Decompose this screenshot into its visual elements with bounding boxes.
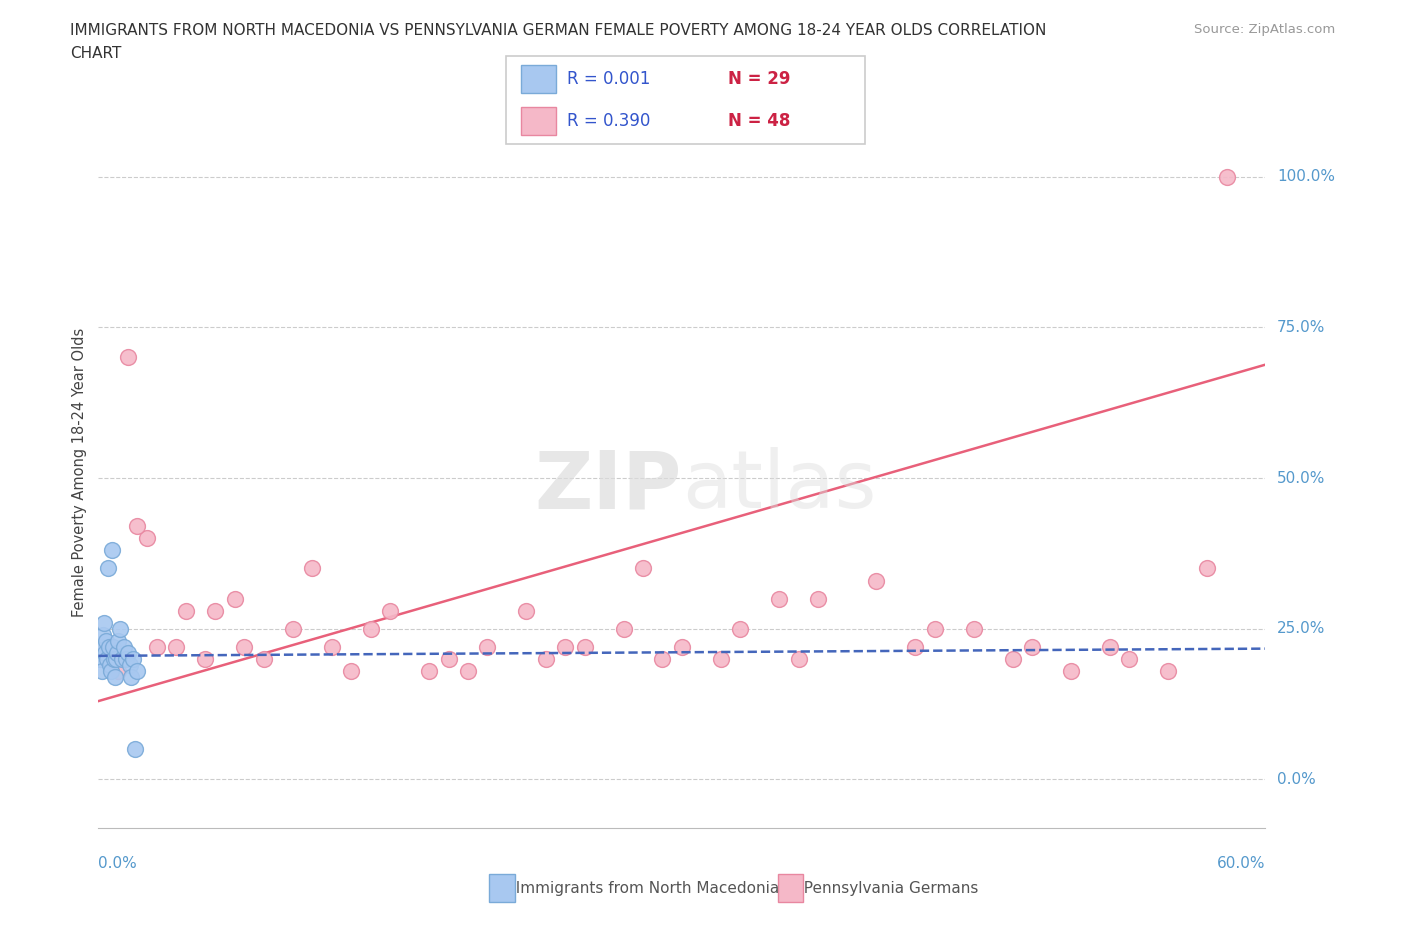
Text: IMMIGRANTS FROM NORTH MACEDONIA VS PENNSYLVANIA GERMAN FEMALE POVERTY AMONG 18-2: IMMIGRANTS FROM NORTH MACEDONIA VS PENNS…: [70, 23, 1046, 38]
Point: [233, 640, 256, 655]
Point: [127, 663, 149, 678]
Point: [768, 591, 790, 606]
FancyBboxPatch shape: [520, 107, 557, 136]
Point: [96, 633, 118, 648]
Point: [418, 663, 440, 678]
Point: [515, 604, 537, 618]
Point: [924, 621, 946, 636]
Point: [93, 616, 115, 631]
Text: R = 0.390: R = 0.390: [567, 113, 651, 130]
Point: [534, 651, 557, 666]
Point: [124, 742, 146, 757]
Text: 0.0%: 0.0%: [1277, 772, 1316, 787]
Point: [1001, 651, 1024, 666]
Point: [1021, 640, 1043, 655]
Text: Pennsylvania Germans: Pennsylvania Germans: [794, 881, 979, 896]
Point: [117, 350, 139, 365]
Point: [97, 561, 120, 576]
Y-axis label: Female Poverty Among 18-24 Year Olds: Female Poverty Among 18-24 Year Olds: [72, 327, 87, 617]
Point: [204, 604, 226, 618]
Point: [108, 621, 131, 636]
Point: [477, 640, 499, 655]
Text: 50.0%: 50.0%: [1277, 471, 1326, 485]
Point: [165, 640, 187, 655]
Point: [91, 628, 114, 643]
Point: [224, 591, 246, 606]
Point: [612, 621, 634, 636]
Point: [1118, 651, 1140, 666]
Point: [98, 658, 121, 672]
Point: [117, 645, 139, 660]
Point: [301, 561, 323, 576]
Text: R = 0.001: R = 0.001: [567, 70, 651, 87]
Point: [111, 651, 134, 666]
Point: [127, 519, 149, 534]
Point: [281, 621, 304, 636]
Point: [136, 531, 159, 546]
Text: 0.0%: 0.0%: [98, 857, 138, 871]
Point: [1195, 561, 1218, 576]
Point: [105, 645, 128, 660]
Point: [107, 663, 129, 678]
Point: [437, 651, 460, 666]
Point: [787, 651, 810, 666]
FancyBboxPatch shape: [520, 65, 557, 93]
Text: N = 48: N = 48: [728, 113, 790, 130]
FancyBboxPatch shape: [506, 56, 865, 144]
Point: [94, 645, 117, 660]
Point: [340, 663, 363, 678]
Text: CHART: CHART: [70, 46, 122, 61]
Point: [1060, 663, 1083, 678]
Point: [962, 621, 984, 636]
Point: [321, 640, 343, 655]
Point: [100, 663, 122, 678]
Point: [807, 591, 830, 606]
Text: 100.0%: 100.0%: [1277, 169, 1336, 184]
Point: [146, 640, 169, 655]
Point: [114, 651, 136, 666]
Point: [96, 651, 118, 666]
Text: Immigrants from North Macedonia: Immigrants from North Macedonia: [506, 881, 779, 896]
Point: [194, 651, 217, 666]
Point: [1157, 663, 1180, 678]
Point: [103, 651, 125, 666]
Text: 75.0%: 75.0%: [1277, 320, 1326, 335]
Point: [122, 651, 145, 666]
Point: [380, 604, 402, 618]
Text: Source: ZipAtlas.com: Source: ZipAtlas.com: [1195, 23, 1336, 36]
Point: [101, 543, 124, 558]
Text: atlas: atlas: [682, 447, 876, 525]
Text: 25.0%: 25.0%: [1277, 621, 1326, 636]
Point: [104, 651, 127, 666]
Point: [1215, 169, 1237, 184]
Point: [651, 651, 673, 666]
Point: [671, 640, 693, 655]
Point: [97, 640, 120, 655]
Point: [865, 573, 887, 588]
Point: [104, 670, 127, 684]
Point: [118, 658, 141, 672]
Point: [174, 604, 197, 618]
Point: [631, 561, 654, 576]
Point: [101, 640, 124, 655]
Point: [554, 640, 576, 655]
Point: [904, 640, 927, 655]
Point: [112, 640, 135, 655]
Text: 60.0%: 60.0%: [1218, 857, 1265, 871]
Point: [89, 651, 111, 666]
Text: ZIP: ZIP: [534, 447, 682, 525]
Point: [574, 640, 596, 655]
Point: [107, 633, 129, 648]
Point: [90, 640, 112, 655]
Point: [457, 663, 479, 678]
Point: [121, 670, 143, 684]
Point: [253, 651, 276, 666]
Point: [710, 651, 733, 666]
Point: [730, 621, 752, 636]
Point: [360, 621, 382, 636]
Point: [1098, 640, 1121, 655]
Point: [98, 640, 121, 655]
Text: N = 29: N = 29: [728, 70, 792, 87]
Point: [91, 663, 114, 678]
